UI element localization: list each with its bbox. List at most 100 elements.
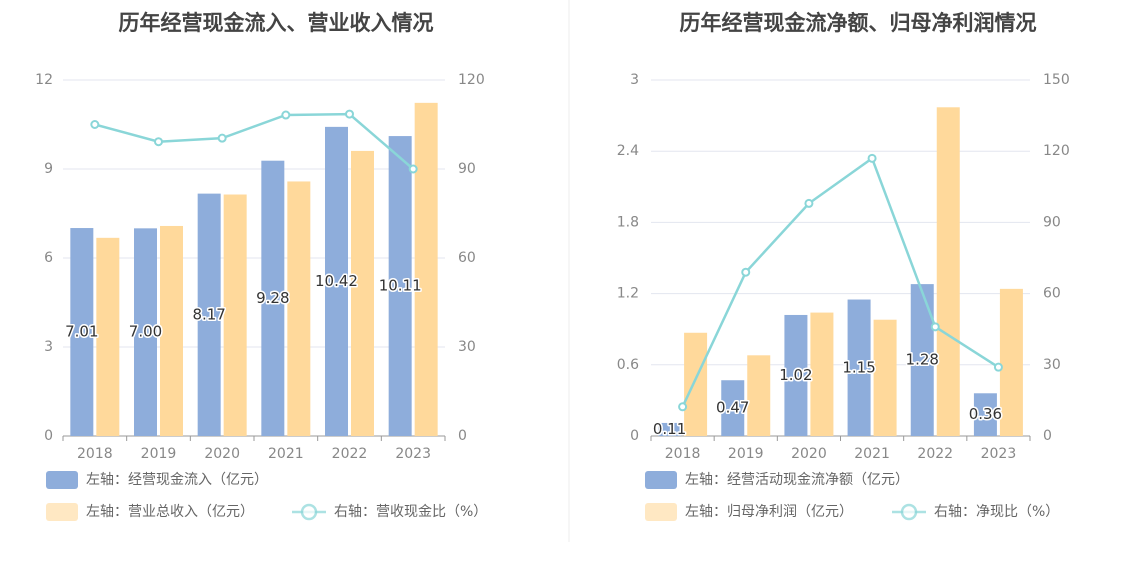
chart-title: 历年经营现金流净额、归母净利润情况: [680, 11, 1037, 35]
left-axis-tick-label: 1.2: [617, 286, 639, 302]
x-axis-category-label: 2019: [141, 446, 177, 462]
bar-left-series[interactable]: [973, 393, 997, 436]
ratio-line-point[interactable]: [90, 120, 100, 129]
x-axis-category-label: 2023: [395, 446, 431, 462]
right-axis-tick-label: 120: [458, 72, 485, 88]
ratio-line-point[interactable]: [154, 137, 163, 147]
x-axis-category-label: 2018: [77, 446, 113, 462]
right-axis-tick-label: 60: [1043, 286, 1061, 302]
x-axis-category-label: 2021: [268, 446, 304, 462]
x-axis-category-label: 2023: [981, 446, 1017, 462]
bar-data-label: 10.42: [315, 272, 358, 290]
bar-left-series[interactable]: [134, 228, 157, 436]
bar-data-label: 1.15: [842, 358, 875, 376]
x-axis-category-label: 2018: [665, 446, 701, 462]
legend-label[interactable]: 左轴：经营活动现金流净额（亿元）: [685, 472, 909, 488]
bar-second-series[interactable]: [96, 237, 120, 436]
ratio-line-point[interactable]: [281, 110, 291, 120]
bar-data-label: 0.47: [716, 399, 749, 417]
bar-second-series[interactable]: [936, 107, 960, 436]
ratio-line-point[interactable]: [678, 402, 688, 412]
bar-second-series[interactable]: [223, 194, 247, 436]
x-axis-category-label: 2019: [728, 446, 764, 462]
left-axis-tick-label: 0: [44, 428, 53, 444]
bar-second-series[interactable]: [684, 332, 708, 436]
ratio-line: [681, 156, 1000, 408]
legend-swatch[interactable]: [645, 503, 677, 521]
left-axis-tick-label: 6: [44, 250, 53, 266]
bar-left-series[interactable]: [721, 380, 745, 436]
bar-left-series[interactable]: [847, 299, 871, 436]
bar-left-series[interactable]: [388, 136, 412, 436]
bar-second-series[interactable]: [873, 319, 897, 436]
legend-label[interactable]: 左轴：经营现金流入（亿元）: [86, 472, 268, 488]
legend-line-marker: [900, 503, 918, 521]
ratio-line-point[interactable]: [408, 164, 418, 174]
bar-left-series[interactable]: [197, 193, 221, 436]
legend-label[interactable]: 左轴：营业总收入（亿元）: [86, 504, 254, 520]
bar-data-label: 8.17: [192, 305, 225, 323]
ratio-line-point[interactable]: [930, 322, 940, 332]
legend-swatch[interactable]: [46, 503, 78, 521]
ratio-line: [94, 112, 414, 170]
bar-data-label: 0.11: [653, 420, 686, 438]
bar-data-label: 1.02: [779, 366, 812, 384]
right-axis-tick-label: 60: [458, 250, 476, 266]
right-axis-tick-label: 90: [1043, 214, 1061, 230]
bar-data-label: 10.11: [379, 277, 422, 295]
x-axis-category-label: 2020: [204, 446, 240, 462]
ratio-line-point[interactable]: [345, 109, 354, 119]
x-axis-category-label: 2020: [791, 446, 827, 462]
bar-second-series[interactable]: [287, 181, 311, 436]
left-axis-tick-label: 12: [35, 72, 53, 88]
ratio-line-point[interactable]: [867, 153, 877, 163]
bar-data-label: 7.01: [65, 323, 98, 341]
legend-swatch[interactable]: [46, 471, 78, 489]
left-axis-tick-label: 0: [630, 428, 639, 444]
bar-left-series[interactable]: [70, 228, 94, 436]
chart-title: 历年经营现金流入、营业收入情况: [119, 11, 434, 35]
bar-second-series[interactable]: [999, 288, 1023, 436]
legend-swatch[interactable]: [645, 471, 677, 489]
right-axis-tick-label: 30: [458, 339, 476, 355]
left-axis-tick-label: 1.8: [617, 214, 639, 230]
bar-second-series[interactable]: [414, 102, 438, 437]
ratio-line-point[interactable]: [993, 362, 1003, 372]
left-axis-tick-label: 2.4: [617, 143, 639, 159]
bar-left-series[interactable]: [325, 126, 348, 436]
legend-label[interactable]: 左轴：归母净利润（亿元）: [685, 503, 853, 520]
legend-label[interactable]: 右轴：营收现金比（%）: [334, 504, 487, 520]
left-axis-tick-label: 3: [630, 72, 639, 88]
right-axis-tick-label: 90: [458, 161, 476, 177]
bar-data-label: 1.28: [906, 351, 939, 369]
left-axis-tick-label: 9: [44, 161, 53, 177]
bar-second-series[interactable]: [351, 150, 374, 437]
ratio-line-point[interactable]: [741, 267, 751, 277]
left-axis-tick-label: 3: [44, 339, 53, 355]
x-axis-category-label: 2021: [854, 446, 890, 462]
bar-left-series[interactable]: [784, 314, 808, 436]
bar-left-series[interactable]: [261, 160, 285, 436]
bar-second-series[interactable]: [747, 355, 771, 436]
chart-panel-2: 历年经营现金流净额、归母净利润情况00.61.21.82.43030609012…: [617, 11, 1070, 521]
right-axis-tick-label: 120: [1043, 143, 1070, 159]
left-axis-tick-label: 0.6: [617, 357, 639, 373]
bar-second-series[interactable]: [810, 312, 834, 436]
ratio-line-point[interactable]: [217, 133, 227, 143]
right-axis-tick-label: 0: [1043, 428, 1052, 444]
right-axis-tick-label: 0: [458, 428, 467, 444]
x-axis-category-label: 2022: [332, 446, 368, 462]
legend-line-marker: [300, 503, 318, 521]
x-axis-category-label: 2022: [917, 446, 953, 462]
right-axis-tick-label: 30: [1043, 357, 1061, 373]
bar-left-series[interactable]: [658, 422, 682, 436]
legend-label[interactable]: 右轴：净现比（%）: [934, 504, 1059, 520]
bar-left-series[interactable]: [910, 284, 934, 436]
bar-data-label: 0.36: [969, 405, 1002, 423]
right-axis-tick-label: 150: [1043, 72, 1070, 88]
ratio-line-point[interactable]: [804, 198, 814, 208]
bar-second-series[interactable]: [160, 225, 183, 436]
bar-data-label: 9.28: [256, 289, 289, 307]
